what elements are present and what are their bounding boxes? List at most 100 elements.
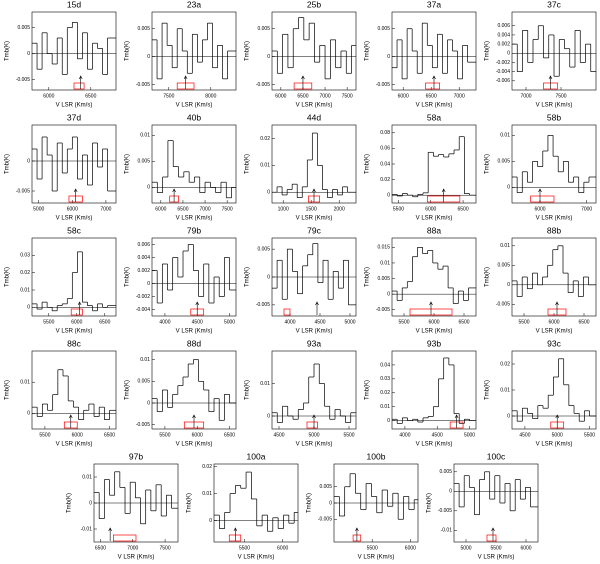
- x-tick-label: 2000: [334, 206, 345, 212]
- x-tick-label: 6500: [224, 432, 235, 438]
- velocity-window: [73, 82, 85, 90]
- y-tick-label: 0: [387, 291, 390, 297]
- x-axis-label: V LSR (Km/s): [118, 555, 155, 561]
- panel: 93b 0 0.01 0.02 0.03 0.04 4000 4500 5000 V LSR (K…: [365, 338, 477, 448]
- x-axis-label: V LSR (Km/s): [176, 442, 213, 448]
- spectrum-riser: [276, 364, 352, 423]
- y-axis-label: Tmb(K): [245, 267, 251, 287]
- panel: 100b -0.005 0 0.005 5500 6000 V LSR (Km/s) Tmb(…: [307, 451, 419, 561]
- plot-frame: [31, 237, 117, 317]
- x-tick-label: 6500: [99, 319, 110, 325]
- y-tick-label: 0.01: [202, 491, 212, 497]
- x-tick-label: 6000: [192, 432, 203, 438]
- panel-title: 93c: [547, 338, 561, 348]
- y-axis-label: Tmb(K): [365, 267, 371, 287]
- y-tick-label: 0: [267, 274, 270, 280]
- y-axis-label: Tmb(K): [365, 41, 371, 61]
- y-tick-label: -0.005: [376, 82, 390, 88]
- panel: 58a 0 0.02 0.04 0.06 0.08 5500 6000 6500 V LSR (K…: [365, 112, 477, 222]
- panel-title: 23a: [187, 0, 201, 9]
- x-tick-label: 4500: [273, 432, 284, 438]
- x-tick-label: 6000: [72, 432, 83, 438]
- spectrum-riser: [156, 140, 232, 198]
- y-tick-label: 0.004: [137, 255, 150, 261]
- spectrum-riser: [156, 23, 228, 79]
- y-tick-label: 0.004: [497, 32, 510, 38]
- spectrum-riser: [396, 247, 469, 304]
- y-tick-label: 0.01: [380, 260, 390, 266]
- y-tick-label: 0: [209, 518, 212, 524]
- y-tick-label: 0.02: [380, 177, 390, 183]
- panel-title: 88a: [427, 225, 441, 235]
- y-axis-label: Tmb(K): [187, 493, 193, 513]
- panel-title: 100b: [367, 451, 386, 461]
- velocity-arrow: [233, 527, 238, 541]
- y-tick-label: 0.02: [260, 136, 270, 142]
- y-tick-label: 0: [507, 282, 510, 288]
- x-tick-label: 5500: [393, 206, 404, 212]
- spectrum-riser: [36, 369, 110, 420]
- y-tick-label: 0.01: [260, 381, 270, 387]
- panel-title: 15d: [67, 0, 81, 9]
- plot-frame: [151, 124, 237, 204]
- x-axis-label: V LSR (Km/s): [56, 216, 93, 222]
- plot-frame: [511, 124, 597, 204]
- y-tick-label: -0.005: [496, 302, 510, 308]
- x-axis-label: V LSR (Km/s): [416, 103, 453, 109]
- x-axis-label: V LSR (Km/s): [296, 442, 333, 448]
- y-tick-label: 0: [147, 185, 150, 191]
- panel: 93c 0 0.01 0.02 4500 5000 5500 V LSR (Km/s) Tmb(…: [485, 338, 597, 448]
- y-tick-label: 0: [507, 51, 510, 57]
- x-tick-label: 7000: [520, 93, 531, 99]
- x-axis-label: V LSR (Km/s): [176, 103, 213, 109]
- panel-title: 37c: [547, 0, 561, 9]
- y-tick-label: 0: [507, 413, 510, 419]
- x-tick-label: 6500: [578, 319, 589, 325]
- velocity-arrow: [195, 301, 199, 315]
- y-tick-label: -0.005: [136, 82, 150, 88]
- spectrum-riser: [36, 137, 108, 191]
- y-tick-label: 0: [387, 418, 390, 424]
- spectrum-riser: [396, 357, 470, 424]
- y-tick-label: -0.005: [16, 188, 30, 194]
- y-tick-label: 0.005: [377, 276, 390, 282]
- y-tick-label: 0: [27, 51, 30, 57]
- x-tick-label: 7500: [342, 93, 353, 99]
- y-tick-label: 0: [507, 185, 510, 191]
- x-tick-label: 5500: [490, 545, 501, 551]
- y-axis-label: Tmb(K): [365, 154, 371, 174]
- velocity-arrow: [491, 527, 495, 541]
- y-tick-label: 0: [329, 500, 332, 506]
- spectrum-riser: [458, 471, 531, 515]
- x-tick-label: 4000: [399, 432, 410, 438]
- x-tick-label: 5000: [33, 206, 44, 212]
- x-tick-label: 7500: [222, 206, 233, 212]
- plot-frame: [391, 11, 477, 91]
- y-axis-label: Tmb(K): [5, 380, 11, 400]
- plot-frame: [511, 11, 597, 91]
- velocity-arrow: [454, 414, 459, 428]
- x-tick-label: 6500: [297, 93, 308, 99]
- y-tick-label: 0.01: [260, 163, 270, 169]
- x-axis-label: V LSR (Km/s): [536, 216, 573, 222]
- y-tick-label: -0.01: [81, 526, 93, 532]
- velocity-arrow: [432, 75, 436, 89]
- y-tick-label: 0.005: [377, 26, 390, 32]
- x-tick-label: 5000: [552, 432, 563, 438]
- y-tick-label: 0.01: [500, 387, 510, 393]
- x-axis-label: V LSR (Km/s): [238, 555, 275, 561]
- y-tick-label: 0.01: [20, 287, 30, 293]
- x-axis-label: V LSR (Km/s): [56, 103, 93, 109]
- plot-frame: [213, 463, 299, 543]
- velocity-window: [530, 195, 555, 203]
- panel: 23a -0.005 0 0.005 7500 8000 V LSR (Km/s) Tmb(K…: [125, 0, 237, 109]
- spectrum-riser: [516, 25, 592, 77]
- y-tick-label: -0.002: [136, 294, 150, 300]
- velocity-arrow: [312, 188, 316, 202]
- spectrum-riser: [516, 245, 589, 297]
- velocity-arrow: [183, 75, 188, 89]
- x-tick-label: 7000: [127, 545, 138, 551]
- panel: 88a -0.005 0 0.005 0.01 0.015 5500 6000 6500 V LS…: [365, 225, 477, 335]
- y-axis-label: Tmb(K): [5, 41, 11, 61]
